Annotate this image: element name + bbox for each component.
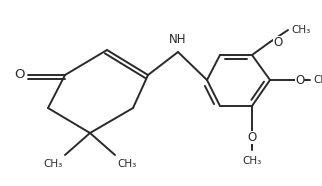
Text: O: O	[273, 36, 282, 49]
Text: CH₃: CH₃	[117, 159, 136, 169]
Text: CH₃: CH₃	[242, 156, 261, 166]
Text: CH₃: CH₃	[44, 159, 63, 169]
Text: O: O	[295, 73, 304, 86]
Text: CH₃: CH₃	[313, 75, 322, 85]
Text: O: O	[247, 131, 257, 144]
Text: CH₃: CH₃	[291, 25, 310, 35]
Text: NH: NH	[169, 33, 187, 46]
Text: O: O	[14, 68, 25, 81]
